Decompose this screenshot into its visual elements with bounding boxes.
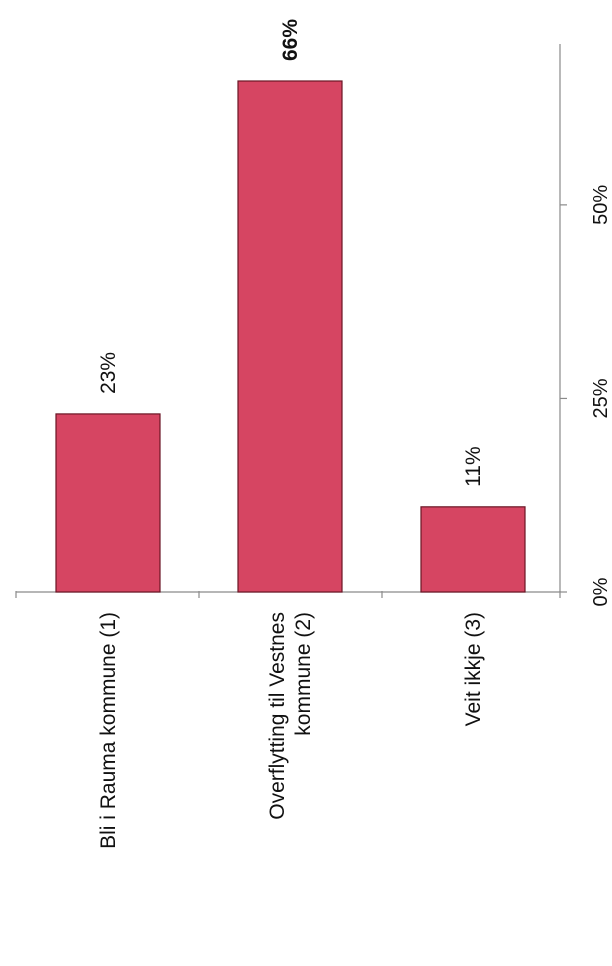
value-tick-label-2: 50% [590,185,612,225]
bar-value-label-0: 23% [97,352,120,394]
bar-0 [56,414,160,592]
category-label-line: Overflytting til Vestnes [266,612,289,820]
category-label-2: Veit ikkje (3) [462,612,485,726]
value-tick-label-1: 25% [590,378,612,418]
category-label-0: Bli i Rauma kommune (1) [97,612,120,849]
category-label-line: Veit ikkje (3) [462,612,485,726]
bar-value-label-2: 11% [462,446,485,486]
category-label-1: Overflytting til Vestnes kommune (2) [266,612,315,820]
value-tick-label-0: 0% [590,577,612,606]
bar-value-label-1: 66% [279,19,302,61]
category-label-line: Bli i Rauma kommune (1) [97,612,120,849]
bar-1 [238,81,342,592]
category-label-line: kommune (2) [292,612,315,736]
bar-2 [421,507,525,592]
